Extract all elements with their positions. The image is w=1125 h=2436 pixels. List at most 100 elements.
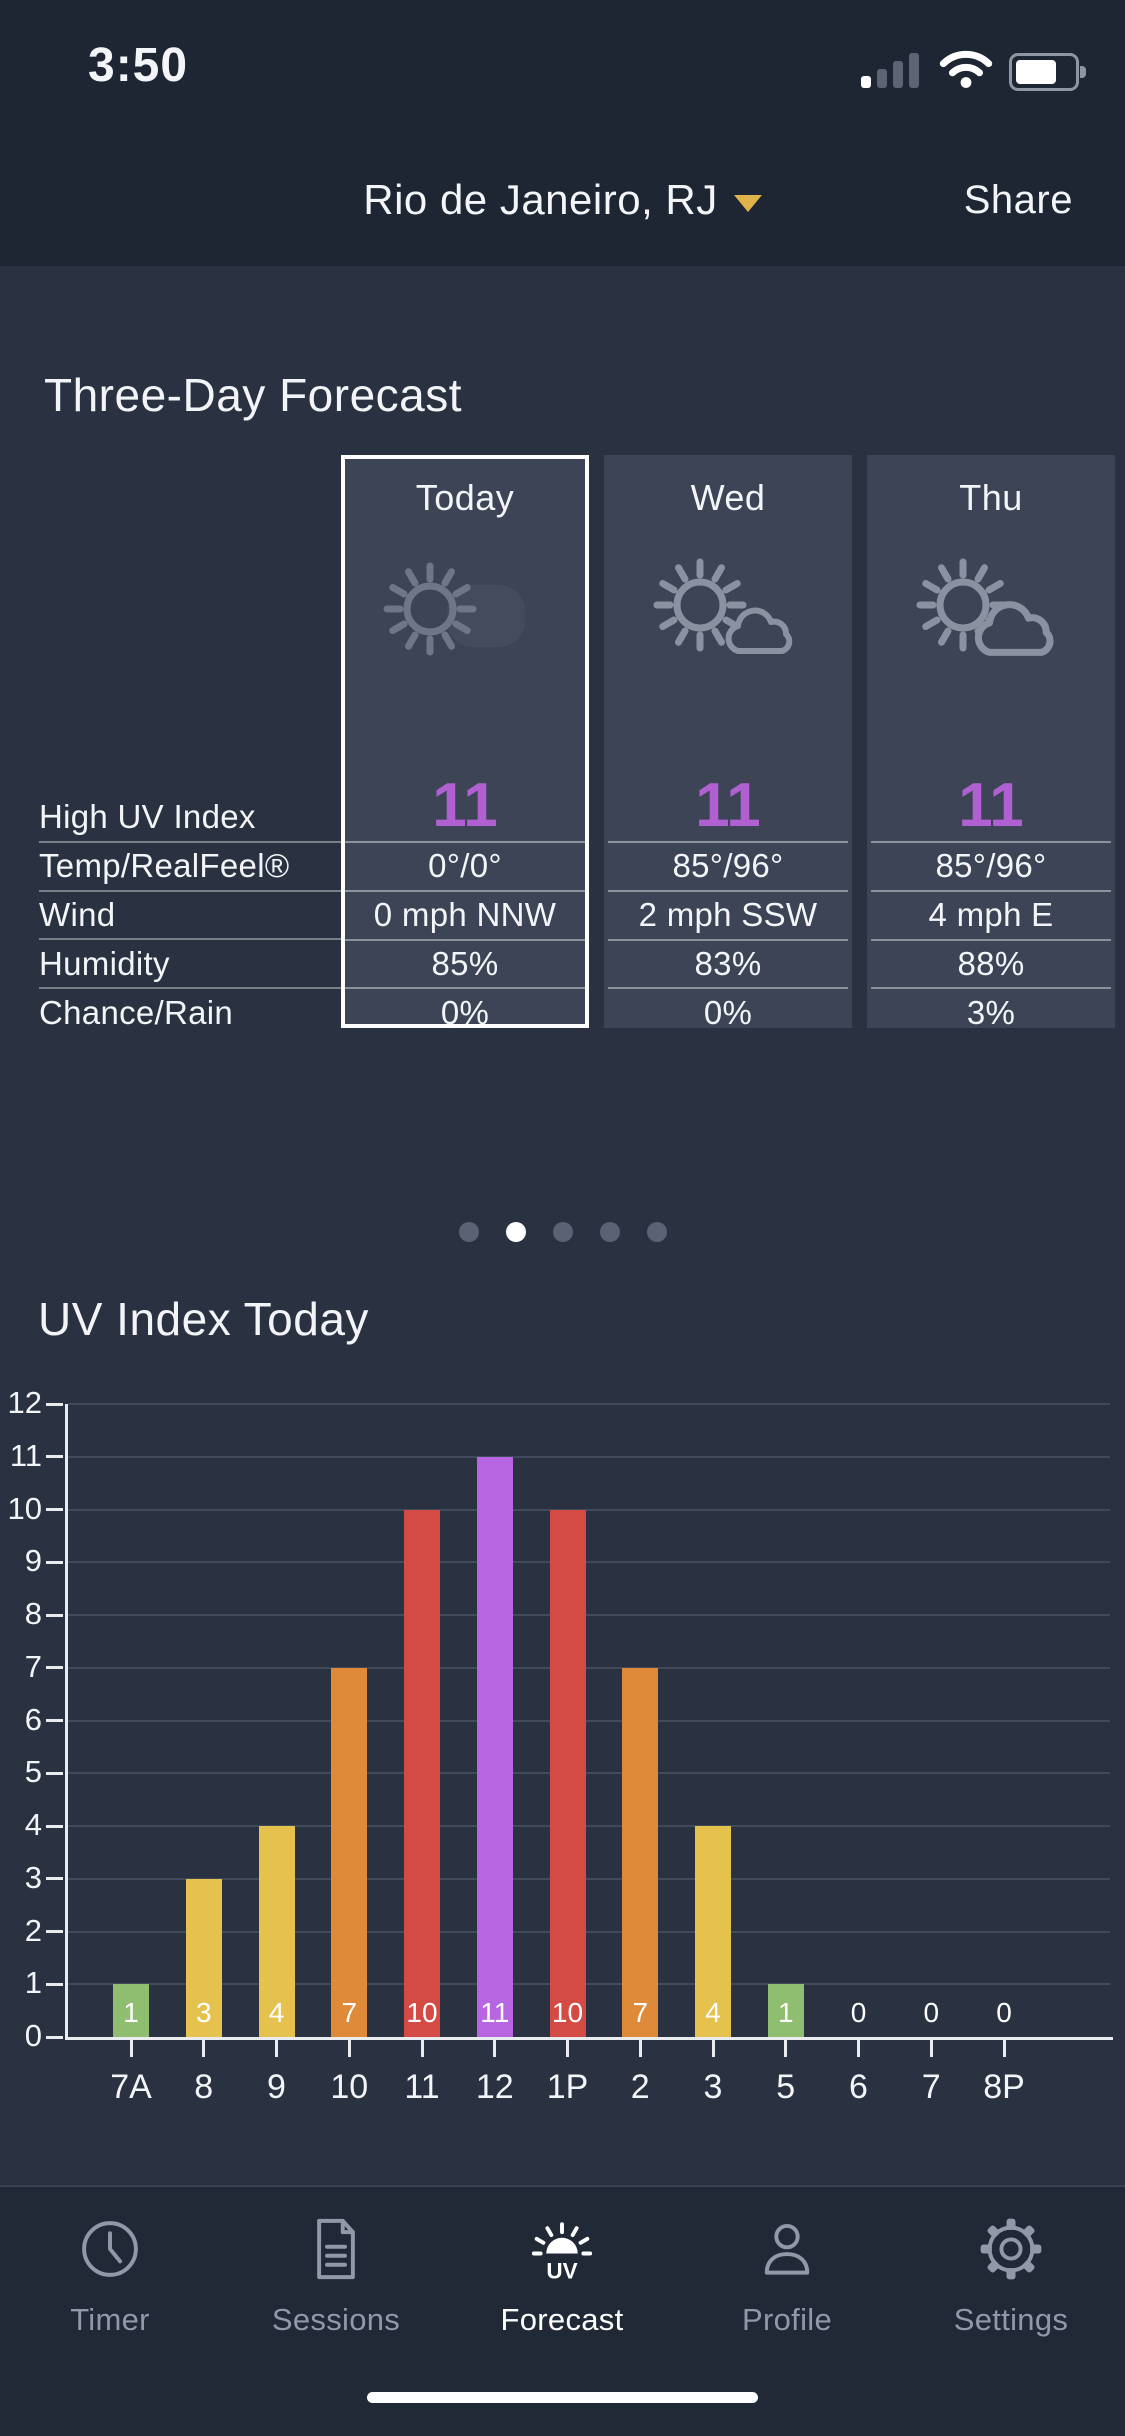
gridline	[68, 1666, 1110, 1669]
y-axis-label: 0	[24, 2018, 42, 2053]
y-axis-label: 4	[24, 1807, 42, 1842]
tab-label: Forecast	[500, 2302, 624, 2337]
gridline	[68, 1455, 1110, 1458]
wifi-icon	[939, 48, 993, 95]
person-icon	[751, 2213, 823, 2290]
high-uv-index-value: 11	[695, 771, 761, 840]
x-axis-label: 11	[404, 2068, 440, 2106]
x-axis-tick	[784, 2040, 788, 2057]
humidity-value: 85%	[345, 938, 585, 988]
uv-bar-2	[622, 1667, 659, 2037]
gridline	[68, 1772, 1110, 1775]
y-axis-tick	[46, 1560, 63, 1564]
nav-row: Rio de Janeiro, RJ Share	[0, 160, 1125, 240]
uv-bar-11	[404, 1509, 440, 2037]
x-axis-tick	[857, 2040, 860, 2057]
y-axis-label: 3	[24, 1859, 42, 1895]
forecast-row-label: Wind	[39, 892, 341, 941]
bar-value-label: 0	[850, 1997, 867, 2028]
page-dot-2[interactable]	[552, 1222, 573, 1242]
x-axis-label: 8	[194, 2068, 214, 2106]
y-axis-tick	[46, 1666, 63, 1670]
humidity-value: 83%	[608, 938, 848, 988]
gridline	[68, 1877, 1110, 1880]
uv-bar-10	[331, 1667, 368, 2037]
location-selector[interactable]: Rio de Janeiro, RJ	[0, 160, 1125, 240]
wind-value: 0 mph NNW	[345, 889, 585, 939]
gridline	[68, 1614, 1110, 1616]
y-axis-label: 10	[7, 1490, 42, 1526]
x-axis-tick	[202, 2040, 206, 2057]
rain-chance-value: 3%	[871, 987, 1111, 1036]
page-dot-4[interactable]	[646, 1222, 667, 1242]
bar-value-label: 10	[406, 1997, 438, 2028]
forecast-row-labels: High UV Index Temp/RealFeel® Wind Humidity C…	[39, 794, 341, 1036]
page-dot-0[interactable]	[458, 1222, 479, 1242]
high-uv-index-value: 11	[432, 771, 498, 840]
y-axis-tick	[46, 1719, 63, 1722]
forecast-day-card-today[interactable]: Today 11 0°/0° 0 mph NNW 85% 0%	[341, 455, 589, 1031]
gridline	[68, 1983, 1110, 1986]
gear-icon	[975, 2213, 1047, 2290]
tab-settings[interactable]: Settings	[911, 2213, 1111, 2338]
uv-bar-9	[258, 1826, 295, 2037]
humidity-value: 88%	[871, 938, 1111, 988]
x-axis-label: 10	[330, 2068, 369, 2106]
x-axis-label: 2	[630, 2068, 650, 2106]
bar-value-label: 0	[923, 1997, 940, 2028]
forecast-row-label: Humidity	[39, 940, 341, 990]
uv-bar-12	[476, 1456, 513, 2037]
y-axis-label: 1	[24, 1965, 42, 2001]
location-label: Rio de Janeiro, RJ	[363, 176, 718, 223]
chevron-down-icon	[733, 194, 762, 212]
page-dot-1[interactable]	[505, 1222, 526, 1242]
y-axis-tick	[46, 2035, 63, 2039]
bar-value-label: 3	[195, 1997, 212, 2028]
day-label: Thu	[959, 477, 1023, 518]
rain-chance-value: 0%	[345, 987, 585, 1036]
tab-label: Timer	[70, 2302, 150, 2337]
tab-label: Sessions	[271, 2302, 401, 2337]
uv-bar-7A	[113, 1984, 149, 2037]
x-axis-label: 3	[703, 2068, 723, 2106]
y-axis-tick	[46, 1877, 63, 1881]
three-day-forecast-table: High UV Index Temp/RealFeel® Wind Humidity C…	[0, 455, 1125, 1031]
forecast-section-title: Three-Day Forecast	[44, 369, 463, 421]
y-axis-label: 8	[24, 1596, 42, 1631]
forecast-day-card-wed[interactable]: Wed 11 85°/96° 2 mph SSW 83% 0%	[604, 455, 852, 1031]
y-axis-label: 6	[24, 1701, 42, 1737]
sun-icon	[345, 537, 585, 687]
y-axis-tick	[46, 1930, 63, 1933]
tab-profile[interactable]: Profile	[687, 2213, 887, 2338]
temp-realfeel-value: 0°/0°	[345, 841, 585, 890]
page-dot-3[interactable]	[599, 1222, 620, 1242]
x-axis-label: 5	[776, 2068, 796, 2106]
tab-label: Profile	[742, 2302, 832, 2337]
home-indicator[interactable]	[367, 2392, 758, 2403]
x-axis-label: 8P	[983, 2068, 1025, 2106]
bar-value-label: 1	[123, 1997, 139, 2028]
document-icon	[300, 2213, 372, 2290]
y-axis-tick	[46, 1982, 63, 1986]
day-label: Wed	[690, 477, 766, 518]
y-axis-label: 2	[24, 1912, 42, 1948]
tab-sessions[interactable]: Sessions	[236, 2213, 436, 2338]
tab-forecast[interactable]: UV Forecast	[462, 2213, 662, 2338]
x-axis-tick	[711, 2040, 715, 2057]
page-dots	[0, 1222, 1125, 1242]
uv-sun-icon: UV	[526, 2213, 598, 2290]
x-axis-tick	[1002, 2040, 1006, 2057]
x-axis-label: 9	[267, 2068, 286, 2106]
forecast-day-card-thu[interactable]: Thu 11 85°/96° 4 mph E 88% 3%	[867, 455, 1115, 1031]
forecast-row-label: Temp/RealFeel®	[39, 843, 341, 892]
bar-value-label: 0	[996, 1997, 1012, 2028]
temp-realfeel-value: 85°/96°	[608, 841, 848, 890]
y-axis-tick	[46, 1402, 63, 1406]
sun-small-cloud-icon	[608, 537, 848, 687]
tab-timer[interactable]: Timer	[10, 2213, 210, 2338]
gridline	[68, 1825, 1110, 1827]
x-axis-tick	[493, 2040, 497, 2057]
share-button[interactable]: Share	[963, 177, 1073, 222]
uv-bar-1P	[549, 1509, 586, 2037]
x-axis-tick	[347, 2040, 351, 2057]
